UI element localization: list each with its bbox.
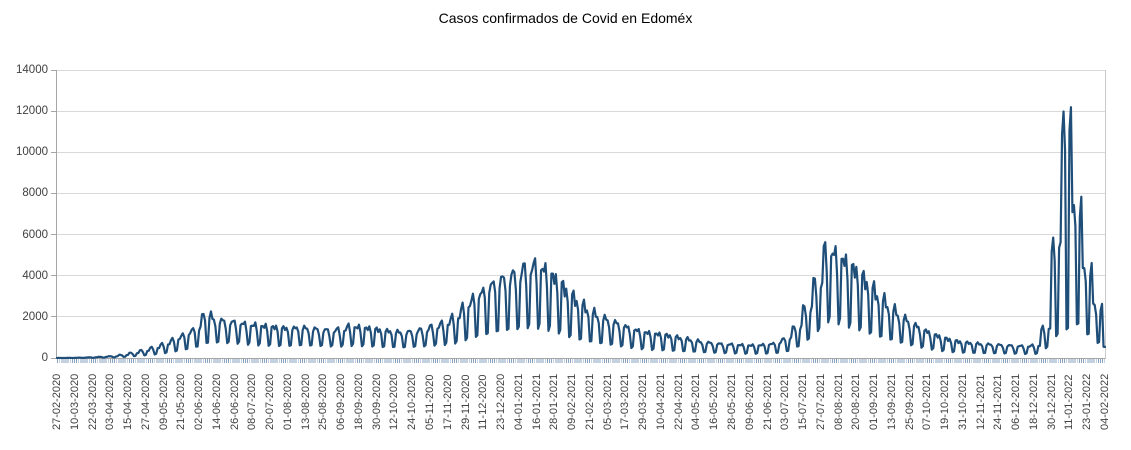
x-axis-label: 08-08-2021 bbox=[832, 373, 845, 430]
x-axis-label: 12-11-2021 bbox=[974, 374, 987, 430]
x-axis-label: 09-05-2020 bbox=[157, 373, 170, 430]
x-axis-label: 11-12-2020 bbox=[477, 374, 490, 430]
y-axis-tick bbox=[51, 234, 56, 236]
series-line-svg bbox=[55, 106, 1107, 360]
x-axis-label: 27-07-2021 bbox=[814, 373, 827, 430]
x-axis-label: 06-12-2021 bbox=[1010, 373, 1023, 430]
plot-right-border bbox=[1105, 70, 1106, 359]
x-axis-label: 10-03-2020 bbox=[68, 373, 81, 430]
x-axis-label: 30-09-2020 bbox=[370, 373, 383, 430]
y-axis-label: 0 bbox=[41, 352, 48, 364]
x-axis-label: 27-04-2020 bbox=[139, 373, 152, 430]
gridline bbox=[57, 192, 1105, 194]
x-axis-label: 15-07-2021 bbox=[797, 373, 810, 430]
x-axis-label: 02-06-2020 bbox=[193, 373, 206, 430]
x-axis-label: 20-08-2021 bbox=[850, 373, 863, 430]
x-axis-label: 31-10-2021 bbox=[956, 373, 969, 430]
y-axis-tick bbox=[51, 110, 56, 112]
x-axis-label: 04-02-2022 bbox=[1099, 373, 1111, 430]
x-axis-label: 12-10-2020 bbox=[388, 373, 401, 430]
y-axis-tick bbox=[51, 357, 56, 359]
x-axis-line bbox=[57, 357, 1105, 359]
y-axis-label: 12000 bbox=[16, 105, 48, 118]
gridline bbox=[57, 151, 1105, 153]
x-axis-label: 07-10-2021 bbox=[921, 373, 934, 430]
x-axis-label: 17-11-2020 bbox=[441, 374, 454, 430]
x-axis-label: 25-08-2020 bbox=[317, 373, 330, 430]
x-axis-label: 30-12-2021 bbox=[1045, 373, 1058, 430]
x-axis-label: 21-02-2021 bbox=[583, 373, 596, 430]
x-axis-label: 29-11-2020 bbox=[459, 374, 472, 430]
gridline bbox=[57, 69, 1105, 71]
x-axis-label: 24-10-2020 bbox=[406, 373, 419, 430]
x-axis-label: 24-11-2021 bbox=[992, 374, 1005, 430]
x-axis-label: 18-12-2021 bbox=[1027, 373, 1040, 430]
chart-title: Casos confirmados de Covid en Edoméx bbox=[438, 10, 693, 26]
plot-area bbox=[55, 70, 1107, 360]
x-axis-label: 28-01-2021 bbox=[548, 373, 561, 430]
x-axis-label: 23-12-2020 bbox=[495, 373, 508, 430]
x-axis-label: 01-08-2020 bbox=[281, 373, 294, 430]
x-axis-label: 05-11-2020 bbox=[424, 374, 437, 430]
x-axis-label: 20-07-2020 bbox=[264, 373, 277, 430]
y-axis-tick bbox=[51, 192, 56, 194]
x-axis-label: 06-09-2020 bbox=[335, 373, 348, 430]
x-axis-label: 05-03-2021 bbox=[601, 373, 614, 430]
x-axis-label: 11-01-2022 bbox=[1063, 374, 1076, 430]
y-axis-tick bbox=[51, 69, 56, 71]
y-axis-label: 6000 bbox=[22, 228, 48, 241]
x-axis-label: 04-01-2021 bbox=[512, 373, 525, 430]
x-axis-label: 10-04-2021 bbox=[654, 373, 667, 430]
x-axis-label: 13-08-2020 bbox=[299, 373, 312, 430]
x-axis-label: 18-09-2020 bbox=[352, 373, 365, 430]
gridline bbox=[57, 110, 1105, 112]
y-axis-tick bbox=[51, 275, 56, 277]
x-axis-label: 08-07-2020 bbox=[246, 373, 259, 430]
gridline bbox=[57, 275, 1105, 277]
x-axis-label: 26-06-2020 bbox=[228, 373, 241, 430]
x-axis-label: 01-09-2021 bbox=[868, 373, 881, 430]
x-axis-label: 22-04-2021 bbox=[672, 373, 685, 430]
x-axis-label: 15-04-2020 bbox=[122, 373, 135, 430]
x-axis-label: 03-04-2020 bbox=[104, 373, 117, 430]
y-axis-label: 14000 bbox=[16, 64, 48, 76]
x-axis-label: 27-02-2020 bbox=[51, 373, 63, 430]
y-axis-label: 2000 bbox=[22, 310, 48, 323]
y-axis-label: 4000 bbox=[22, 269, 48, 282]
series-line bbox=[55, 106, 1107, 360]
x-axis-label: 13-09-2021 bbox=[885, 373, 898, 430]
x-axis-label: 19-10-2021 bbox=[939, 373, 952, 430]
x-axis-label: 21-05-2020 bbox=[175, 373, 188, 430]
x-axis-label: 14-06-2020 bbox=[210, 373, 223, 430]
y-axis-line bbox=[56, 70, 57, 359]
x-axis-label: 25-09-2021 bbox=[903, 373, 916, 430]
y-axis-tick bbox=[51, 151, 56, 153]
y-axis-label: 10000 bbox=[16, 146, 48, 159]
x-axis-tick-comb bbox=[57, 359, 1105, 363]
x-axis-label: 21-06-2021 bbox=[761, 373, 774, 430]
gridline bbox=[57, 234, 1105, 236]
x-axis-label: 04-05-2021 bbox=[690, 373, 703, 430]
x-axis-label: 09-02-2021 bbox=[566, 373, 579, 430]
x-axis-label: 09-06-2021 bbox=[743, 373, 756, 430]
x-axis-label: 22-03-2020 bbox=[86, 373, 99, 430]
x-axis-label: 28-05-2021 bbox=[725, 373, 738, 430]
x-axis-label: 16-05-2021 bbox=[708, 373, 721, 430]
y-axis-label: 8000 bbox=[22, 187, 48, 200]
x-axis-label: 17-03-2021 bbox=[619, 373, 632, 430]
x-axis-label: 23-01-2022 bbox=[1081, 373, 1094, 430]
x-axis-label: 03-07-2021 bbox=[779, 373, 792, 430]
y-axis-tick bbox=[51, 316, 56, 318]
x-axis-label: 16-01-2021 bbox=[530, 373, 543, 430]
x-axis-label: 29-03-2021 bbox=[637, 373, 650, 430]
